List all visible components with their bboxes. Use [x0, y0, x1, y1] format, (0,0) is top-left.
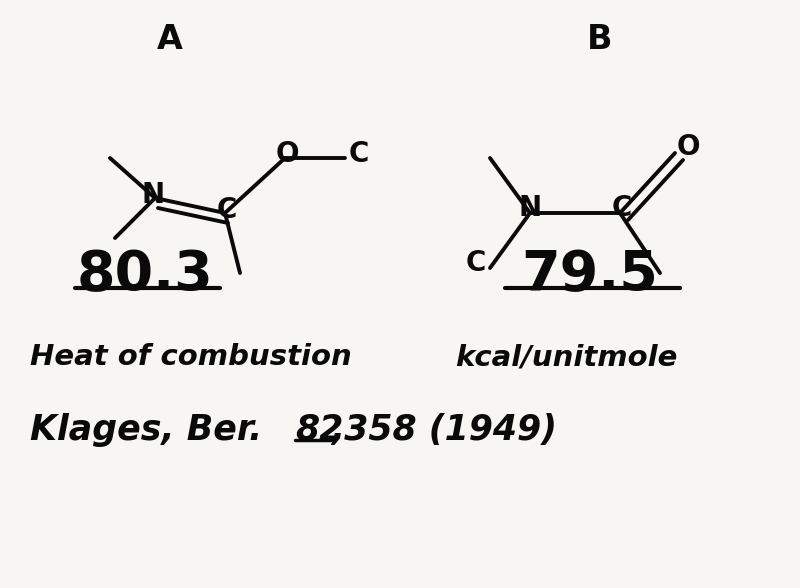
- Text: O: O: [275, 140, 298, 168]
- Text: 79.5: 79.5: [522, 248, 658, 302]
- Text: C: C: [349, 140, 369, 168]
- Text: O: O: [676, 133, 700, 161]
- Text: C: C: [466, 249, 486, 277]
- Text: C: C: [612, 194, 632, 222]
- Text: Klages, Ber.: Klages, Ber.: [30, 413, 274, 447]
- Text: Heat of combustion: Heat of combustion: [30, 343, 352, 371]
- Text: 80.3: 80.3: [77, 248, 214, 302]
- Text: N: N: [142, 181, 165, 209]
- Text: kcal/unitmole: kcal/unitmole: [455, 343, 678, 371]
- Text: A: A: [157, 23, 183, 56]
- Text: 82: 82: [295, 413, 343, 447]
- Text: ,358 (1949): ,358 (1949): [331, 413, 557, 447]
- Text: C: C: [217, 196, 237, 224]
- Text: B: B: [587, 23, 613, 56]
- Text: N: N: [518, 194, 542, 222]
